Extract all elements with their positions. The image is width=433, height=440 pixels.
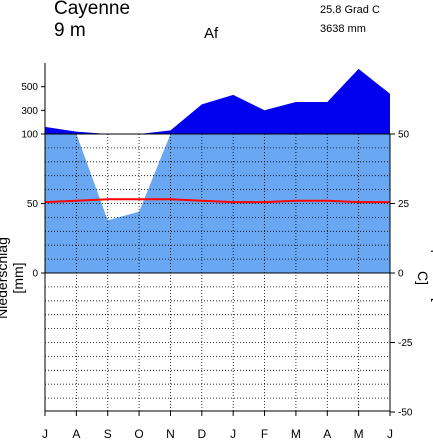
y-tick-label-temperature: -50 [398, 408, 413, 419]
y-tick-label-precipitation: 50 [27, 199, 39, 210]
x-tick-label: N [166, 427, 175, 440]
x-tick-label: A [323, 427, 331, 440]
climate-class: Af [204, 25, 219, 42]
y-tick-label-temperature: 0 [398, 269, 404, 280]
x-tick-label: M [354, 427, 364, 440]
x-tick-label: J [387, 427, 393, 440]
station-elevation: 9 m [54, 20, 86, 41]
x-tick-label: J [230, 427, 236, 440]
x-tick-label: D [197, 427, 206, 440]
perhumid-area [45, 68, 390, 134]
station-name: Cayenne [54, 0, 131, 19]
y-tick-label-precipitation: 100 [21, 130, 38, 141]
y-tick-label-precipitation: 300 [21, 106, 38, 117]
annual-total-precipitation: 3638 mm [320, 23, 366, 35]
y-tick-label-precipitation: 500 [21, 82, 38, 93]
y-tick-label-precipitation: 0 [32, 269, 38, 280]
x-tick-label: S [104, 427, 112, 440]
x-tick-label: A [72, 427, 80, 440]
y-tick-label-temperature: 25 [398, 199, 410, 210]
x-tick-label: J [42, 427, 48, 440]
y-tick-label-temperature: -25 [398, 338, 413, 349]
annual-mean-temperature: 25.8 Grad C [320, 4, 380, 16]
humid-area [45, 134, 390, 273]
x-tick-label: O [134, 427, 143, 440]
temperature-line [44, 198, 390, 204]
x-tick-label: M [291, 427, 301, 440]
x-tick-label: F [261, 427, 268, 440]
y-tick-label-temperature: 50 [398, 130, 410, 141]
